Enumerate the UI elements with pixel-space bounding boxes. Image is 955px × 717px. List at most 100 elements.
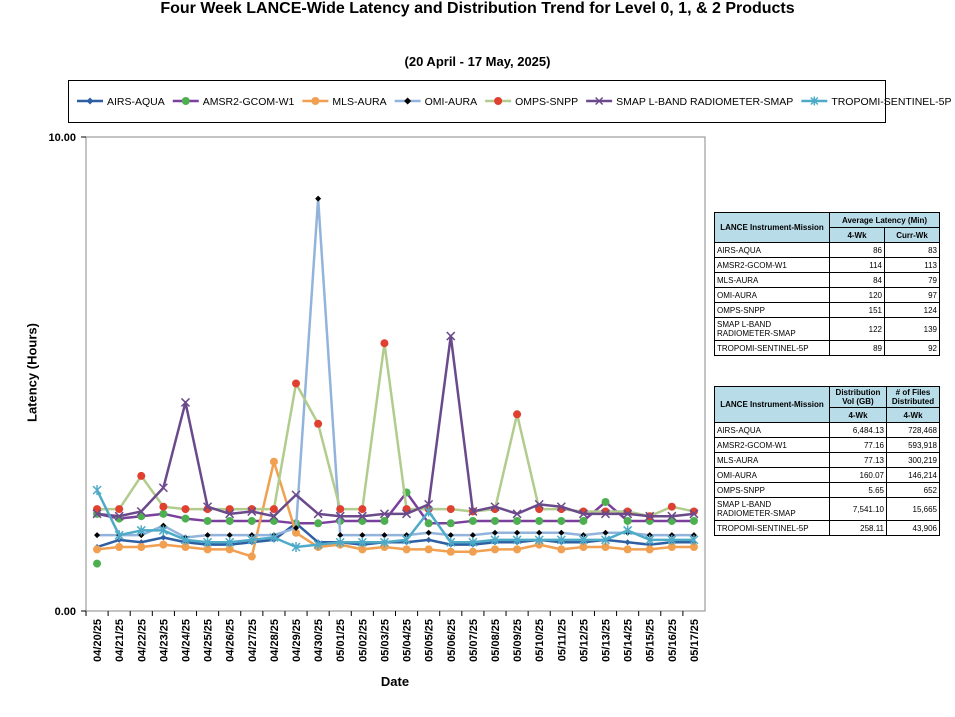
y-axis-label: Latency (Hours) <box>24 323 40 422</box>
data-point <box>557 545 566 554</box>
distribution-table-cell-mission: OMI-AURA <box>714 467 830 483</box>
data-point <box>292 379 301 388</box>
distribution-table-cell-v2: 15,665 <box>886 497 940 521</box>
latency-table-cell-mission: OMPS-SNPP <box>714 302 830 318</box>
latency-table-cell-v1: 84 <box>829 272 885 288</box>
latency-table-cell-mission: MLS-AURA <box>714 272 830 288</box>
axes: 10.00 0.00 04/20/25 04/21/25 04/22/25 04/23/2… <box>48 132 706 662</box>
distribution-table-row: OMPS-SNPP 5.65 652 <box>714 482 940 498</box>
data-point <box>810 96 819 106</box>
data-point <box>424 499 434 509</box>
legend-item: OMPS-SNPP <box>485 96 578 108</box>
latency-table-cell-mission: AIRS-AQUA <box>714 242 830 258</box>
x-tick-label: 04/28/25 <box>269 619 281 662</box>
latency-table-cell-v1: 114 <box>829 257 885 273</box>
data-point <box>425 529 432 536</box>
data-point <box>203 537 213 548</box>
distribution-table-col1-header: 4-Wk <box>829 407 887 423</box>
legend-item: TROPOMI-SENTINEL-5P <box>801 96 952 108</box>
legend-label: SMAP L-BAND RADIOMETER-SMAP <box>616 96 793 108</box>
latency-table-row: OMI-AURA 120 97 <box>714 287 940 303</box>
latency-table-cell-v1: 86 <box>829 242 885 258</box>
x-tick-label: 05/08/25 <box>490 619 502 662</box>
latency-table-col1-header: 4-Wk <box>829 227 885 243</box>
data-point <box>494 97 503 105</box>
series-tropomi-sentinel-5p <box>92 485 699 553</box>
data-point <box>645 545 654 554</box>
data-point <box>689 509 699 519</box>
latency-table-cell-v1: 89 <box>829 340 885 356</box>
data-point <box>534 499 544 509</box>
data-point <box>381 532 388 539</box>
legend-item: AIRS-AQUA <box>77 96 165 108</box>
data-point <box>623 545 632 554</box>
x-tick-label: 04/22/25 <box>136 619 148 662</box>
distribution-table-row: AMSR2-GCOM-W1 77.16 593,918 <box>714 437 940 453</box>
data-point <box>645 511 655 521</box>
distribution-table-row: MLS-AURA 77.13 300,219 <box>714 452 940 468</box>
data-point <box>600 509 611 519</box>
data-point <box>269 511 279 521</box>
data-point <box>247 516 256 525</box>
x-tick-label: 04/27/25 <box>247 619 259 662</box>
data-point <box>446 537 456 548</box>
latency-table-group-header: Average Latency (Min) <box>829 212 940 228</box>
data-point <box>595 96 604 106</box>
data-point <box>447 532 454 539</box>
data-point <box>468 506 478 516</box>
data-point <box>225 537 235 548</box>
x-tick-label: 05/09/25 <box>512 619 524 662</box>
latency-table-cell-v2: 124 <box>884 302 940 318</box>
data-point <box>424 506 434 517</box>
data-point <box>490 534 500 545</box>
data-point <box>269 505 278 514</box>
latency-table-cell-mission: TROPOMI-SENTINEL-5P <box>714 340 830 356</box>
x-tick-label: 04/23/25 <box>158 619 170 662</box>
data-point <box>468 537 478 548</box>
data-point <box>180 397 191 407</box>
data-point <box>137 543 146 552</box>
data-point <box>94 532 101 539</box>
data-point <box>490 516 499 525</box>
data-point <box>315 195 322 202</box>
x-tick-label: 05/11/25 <box>556 619 568 661</box>
distribution-table-cell-mission: AMSR2-GCOM-W1 <box>714 437 830 453</box>
latency-table-cell-v2: 79 <box>884 272 940 288</box>
series-line <box>97 341 695 518</box>
data-point <box>247 534 257 545</box>
distribution-table-cell-v1: 77.13 <box>829 452 887 468</box>
data-point <box>513 545 522 554</box>
legend-entries: AIRS-AQUA AMSR2-GCOM-W1 MLS-AURA OMI-AURA OM… <box>77 96 952 108</box>
data-point <box>337 532 344 539</box>
data-point <box>158 483 168 493</box>
data-point <box>313 509 323 519</box>
data-point <box>600 534 611 545</box>
data-point <box>689 534 699 545</box>
series-line <box>95 489 694 549</box>
data-point <box>357 511 367 521</box>
data-point <box>512 534 522 545</box>
distribution-table-cell-v1: 258.11 <box>829 520 887 536</box>
data-point <box>86 97 94 105</box>
data-point <box>92 509 102 519</box>
latency-table-cell-mission: OMI-AURA <box>714 287 830 303</box>
latency-table-body: AIRS-AQUA 86 83 AMSR2-GCOM-W1 114 113 MLS-AURA… <box>714 242 940 356</box>
data-point <box>203 545 212 554</box>
data-point <box>490 502 500 512</box>
latency-table-cell-v2: 113 <box>884 257 940 273</box>
latency-table-row: TROPOMI-SENTINEL-5P 89 92 <box>714 340 940 356</box>
data-point <box>93 545 102 554</box>
data-point <box>468 516 477 525</box>
data-point <box>667 543 676 552</box>
x-tick-label: 05/14/25 <box>623 619 635 662</box>
distribution-table: LANCE Instrument-Mission Distribution Vo… <box>714 386 940 536</box>
data-point <box>292 528 301 537</box>
x-tick-label: 04/29/25 <box>291 619 303 662</box>
legend <box>68 80 886 123</box>
distribution-table-cell-mission: AIRS-AQUA <box>714 422 830 438</box>
data-point <box>667 511 677 521</box>
data-point <box>203 502 213 512</box>
data-point <box>491 529 498 536</box>
data-point <box>513 410 522 419</box>
